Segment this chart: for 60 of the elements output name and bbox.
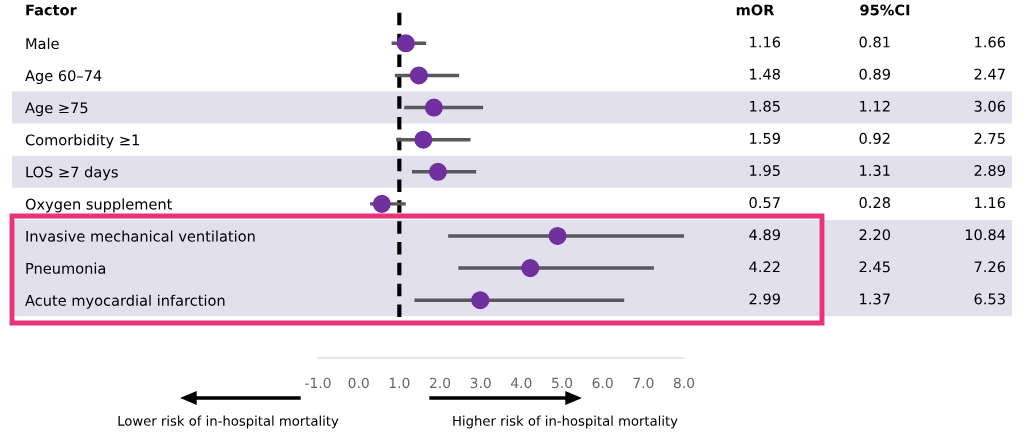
x-tick-label: 3.0 (470, 377, 491, 389)
point (424, 98, 443, 117)
data-label: 1.95 (750, 164, 780, 177)
text: 0.28 (859, 197, 890, 209)
text: 10.84 (965, 229, 1006, 241)
text: Lower risk of in-hospital mortality (118, 415, 339, 429)
x-tick-label: 7.0 (633, 377, 654, 389)
text: 1.31 (860, 164, 890, 177)
text: 1.37 (860, 293, 890, 305)
text: Higher risk of in-hospital mortality (453, 415, 678, 429)
text: 1.12 (860, 100, 890, 112)
x-tick-label: 1.0 (389, 377, 410, 389)
text: 6.53 (974, 293, 1005, 305)
point (414, 130, 433, 149)
point (409, 66, 428, 85)
text: 2.89 (974, 164, 1005, 177)
y-tick-label: LOS ≥7 days (26, 166, 118, 181)
text: 7.26 (974, 261, 1006, 273)
text: 0.81 (859, 36, 890, 48)
point (471, 291, 490, 310)
x-tick-label: 0.0 (348, 377, 369, 389)
y-axis-title: Factor (26, 4, 77, 16)
x-tick-label: 2.0 (429, 377, 451, 389)
text: 3.06 (974, 100, 1006, 112)
text: 1.16 (975, 197, 1006, 209)
y-tick-label: Acute myocardial infarction (25, 294, 225, 309)
text: 95%CI (860, 4, 910, 16)
y-tick-label: Pneumonia (26, 262, 106, 274)
text: 1.66 (975, 36, 1006, 48)
point (396, 34, 415, 53)
data-label: 1.59 (750, 132, 780, 144)
data-label: 1.48 (750, 68, 780, 80)
data-label: 0.57 (749, 197, 780, 209)
x-tick-label: 6.0 (592, 377, 613, 389)
y-tick-label: Age ≥75 (25, 102, 88, 117)
x-tick-label: 5.0 (552, 377, 573, 389)
data-label: 1.16 (750, 36, 781, 48)
text: 2.20 (859, 229, 891, 241)
point (372, 194, 391, 213)
point (428, 162, 447, 181)
y-tick-label: Comorbidity ≥1 (25, 134, 139, 149)
text: 2.45 (859, 261, 890, 273)
text: 0.92 (859, 132, 890, 144)
x-tick-label: -1.0 (305, 377, 331, 389)
data-label: 2.99 (749, 293, 780, 305)
text: 0.89 (859, 68, 890, 80)
y-tick-label: Invasive mechanical ventilation (26, 230, 255, 242)
data-label: 4.89 (749, 229, 780, 241)
x-tick-label: 8.0 (673, 377, 695, 389)
point (521, 259, 540, 278)
text: 2.75 (974, 132, 1005, 144)
data-label: 1.85 (750, 100, 780, 112)
text: 2.47 (974, 68, 1005, 80)
text: mOR (736, 4, 775, 16)
y-tick-label: Oxygen supplement (25, 198, 173, 213)
x-tick-label: 4.0 (510, 377, 532, 389)
y-tick-label: Age 60–74 (25, 70, 102, 85)
data-label: 4.22 (749, 261, 780, 273)
point (548, 226, 567, 246)
y-tick-label: Male (26, 37, 59, 50)
